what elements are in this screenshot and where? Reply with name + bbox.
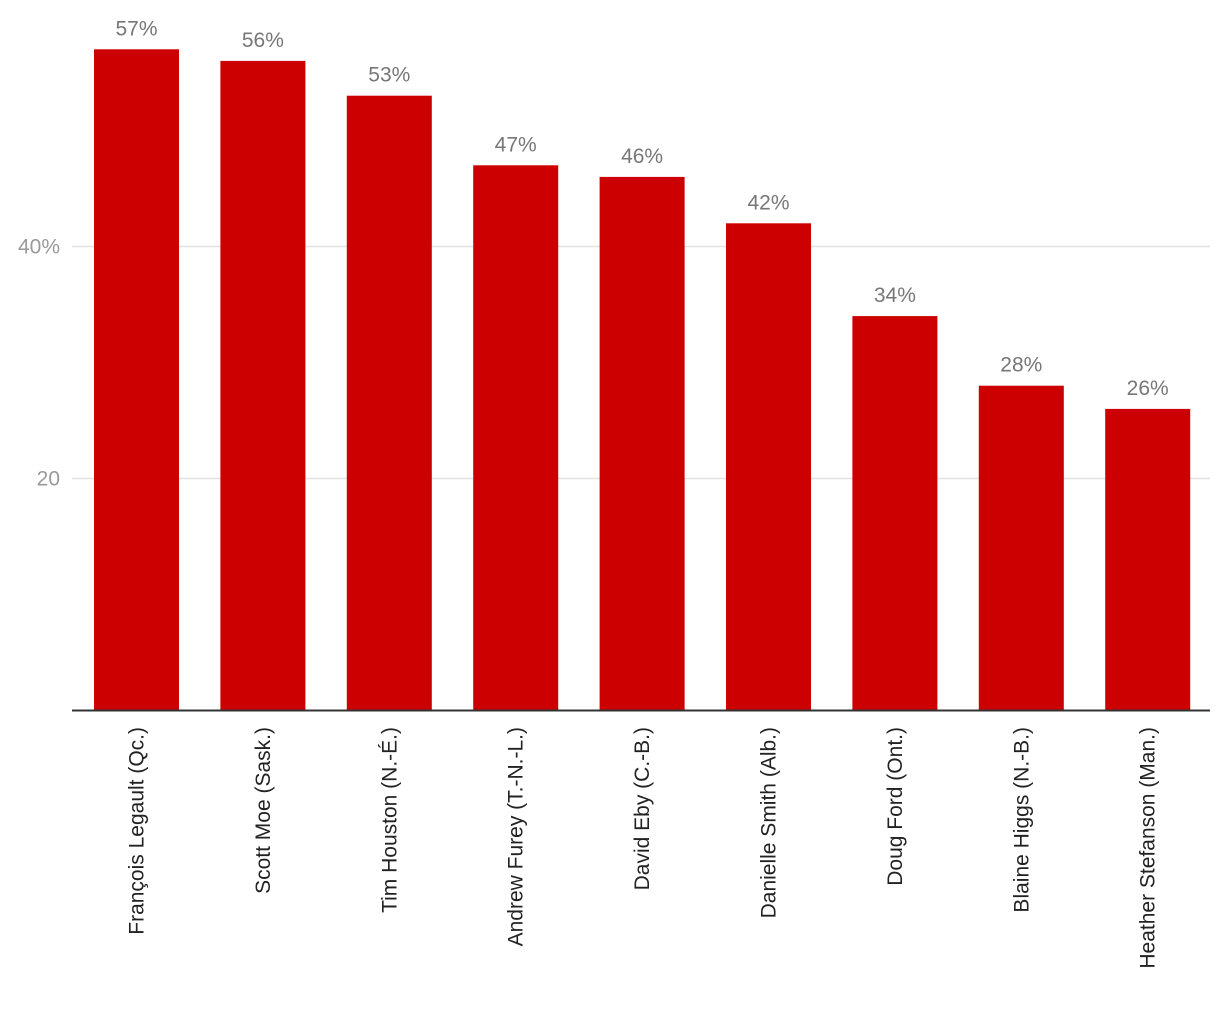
y-axis-ticks: 20 40%: [18, 236, 60, 491]
category-label: Tim Houston (N.-É.): [378, 727, 401, 913]
value-label: 34%: [874, 284, 916, 307]
y-tick-label: 20: [37, 468, 60, 491]
category-label: Heather Stefanson (Man.): [1137, 727, 1160, 969]
value-label: 46%: [621, 145, 663, 168]
category-label: David Eby (C.-B.): [631, 727, 654, 890]
bars: [94, 49, 1191, 711]
category-label: Blaine Higgs (N.-B.): [1010, 727, 1033, 913]
bar: [346, 95, 432, 711]
value-labels: 57% 56% 53% 47% 46% 42% 34% 28% 26%: [115, 17, 1168, 400]
category-labels: François Legault (Qc.) Scott Moe (Sask.) T…: [126, 727, 1160, 969]
value-label: 42%: [747, 191, 789, 214]
bar: [94, 49, 179, 711]
category-label: Doug Ford (Ont.): [884, 727, 907, 886]
category-label: Andrew Furey (T.-N.-L.): [505, 727, 528, 946]
category-label: Danielle Smith (Alb.): [758, 727, 781, 918]
value-label: 56%: [242, 29, 284, 52]
bar: [473, 165, 559, 711]
category-label: Scott Moe (Sask.): [252, 727, 275, 894]
bar: [1105, 408, 1191, 711]
value-label: 53%: [368, 64, 410, 87]
bar: [220, 60, 306, 711]
bar: [978, 385, 1064, 711]
bar: [852, 316, 938, 711]
value-label: 28%: [1000, 354, 1042, 377]
bar: [726, 223, 811, 711]
bar: [599, 176, 685, 711]
value-label: 26%: [1127, 377, 1169, 400]
y-tick-label: 40%: [18, 236, 60, 259]
category-label: François Legault (Qc.): [126, 727, 149, 935]
value-label: 47%: [495, 133, 537, 156]
value-label: 57%: [115, 17, 157, 40]
